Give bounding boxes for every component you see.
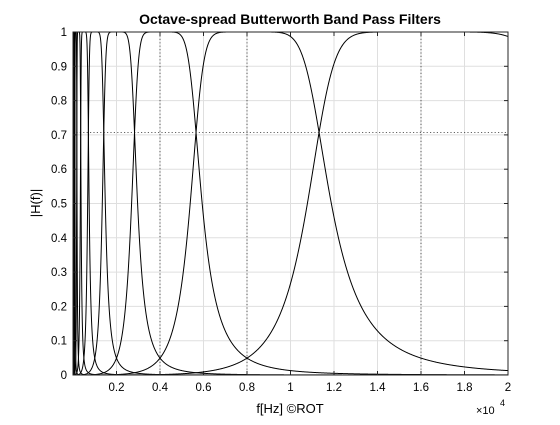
x-tick-label: 1.2 bbox=[326, 382, 342, 394]
y-tick-label: 0.4 bbox=[51, 233, 68, 245]
axes bbox=[72, 31, 509, 376]
y-tick-label: 0.7 bbox=[51, 130, 67, 142]
y-tick-label: 0.8 bbox=[51, 96, 67, 108]
x-axis-label: f[Hz] ©ROT bbox=[256, 401, 323, 416]
x-tick-label: 1.8 bbox=[457, 382, 473, 394]
y-tick-label: 0.3 bbox=[51, 267, 67, 279]
tick-labels: 0.2 0.4 0.6 0.8 1 1.2 1.4 1.6 1.8 2 0 0.1 0.2 0.3 0.4 0… bbox=[51, 27, 511, 394]
x-exponent-power: 4 bbox=[500, 398, 505, 408]
reference-lines bbox=[73, 32, 508, 375]
x-tick-label: 0.8 bbox=[239, 382, 255, 394]
y-tick-label: 0.2 bbox=[51, 301, 67, 313]
x-tick-label: 1.4 bbox=[370, 382, 387, 394]
y-tick-label: 0.6 bbox=[51, 164, 67, 176]
x-exponent-base: ×10 bbox=[476, 405, 495, 417]
x-tick-label: 0.4 bbox=[152, 382, 169, 394]
x-tick-label: 1 bbox=[287, 382, 293, 394]
x-tick-label: 0.6 bbox=[196, 382, 212, 394]
y-tick-label: 0.9 bbox=[51, 61, 67, 73]
chart-title: Octave-spread Butterworth Band Pass Filt… bbox=[139, 11, 441, 27]
x-tick-label: 1.6 bbox=[413, 382, 429, 394]
y-tick-label: 1 bbox=[61, 27, 67, 39]
series-line-8 bbox=[72, 31, 509, 376]
y-tick-label: 0 bbox=[61, 370, 67, 382]
y-tick-label: 0.1 bbox=[51, 336, 67, 348]
x-tick-label: 0.2 bbox=[109, 382, 125, 394]
y-tick-label: 0.5 bbox=[51, 199, 67, 211]
x-tick-label: 2 bbox=[505, 382, 511, 394]
y-axis-label: |H(f)| bbox=[28, 189, 43, 217]
